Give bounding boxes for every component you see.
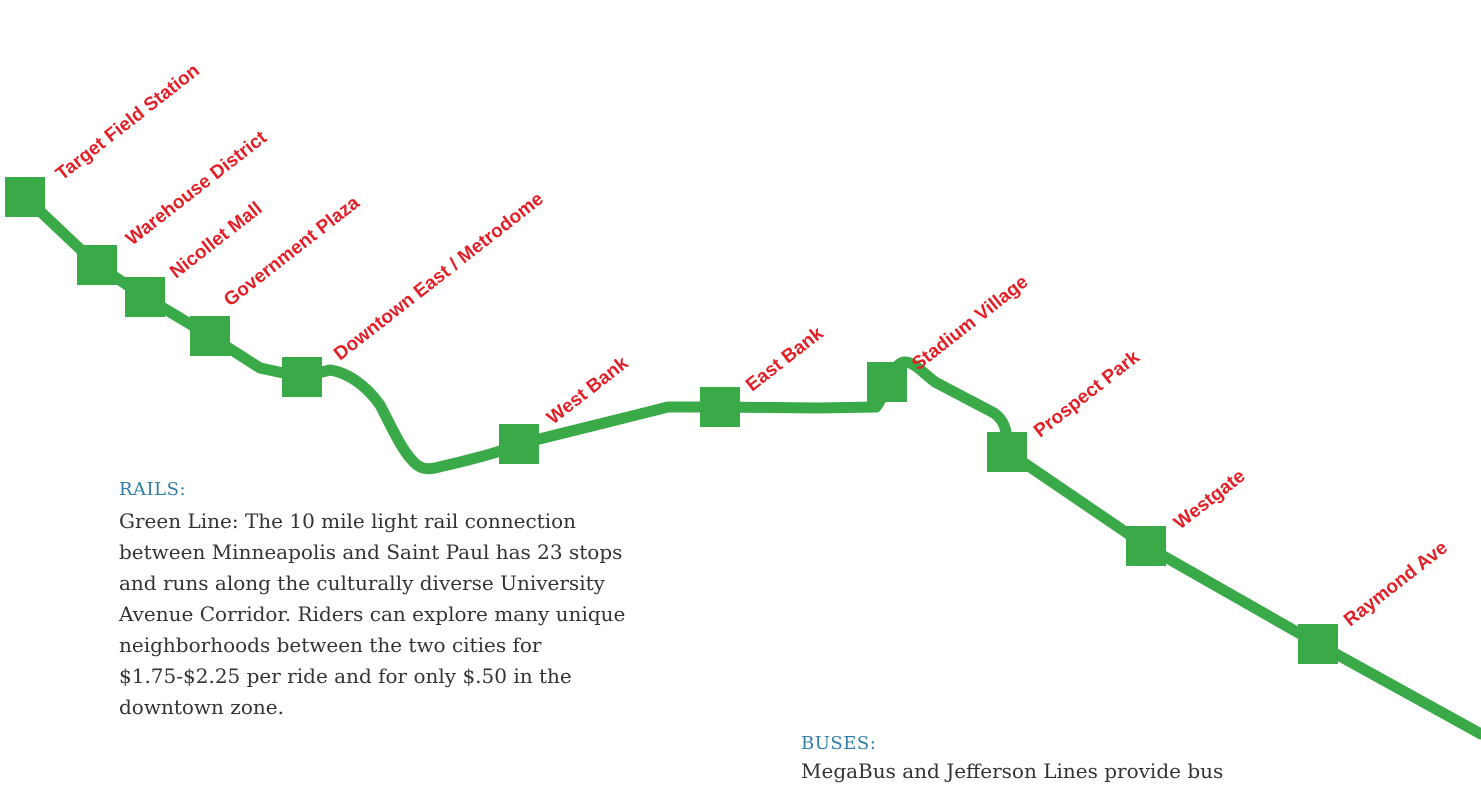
station-label-warehouse-district: Warehouse District — [122, 127, 271, 250]
station-marker-west-bank — [499, 424, 539, 464]
rails-heading: RAILS: — [119, 479, 187, 500]
station-marker-downtown-east-metrodome — [282, 357, 322, 397]
station-marker-stadium-village — [867, 362, 907, 402]
station-marker-westgate — [1126, 526, 1166, 566]
station-label-westgate: Westgate — [1170, 466, 1249, 534]
station-marker-raymond-ave — [1298, 624, 1338, 664]
station-label-stadium-village: Stadium Village — [908, 271, 1032, 374]
station-label-east-bank: East Bank — [742, 323, 828, 396]
buses-description: MegaBus and Jefferson Lines provide bus — [801, 759, 1224, 783]
station-label-target-field-station: Target Field Station — [52, 60, 204, 185]
rails-description: Green Line: The 10 mile light rail conne… — [119, 509, 626, 719]
station-label-raymond-ave: Raymond Ave — [1340, 537, 1452, 631]
station-marker-nicollet-mall — [125, 277, 165, 317]
station-label-prospect-park: Prospect Park — [1030, 346, 1144, 441]
station-marker-east-bank — [700, 387, 740, 427]
station-label-downtown-east-metrodome: Downtown East / Metrodome — [330, 189, 548, 365]
buses-heading: BUSES: — [801, 733, 877, 754]
station-marker-warehouse-district — [77, 245, 117, 285]
station-marker-government-plaza — [190, 316, 230, 356]
station-marker-target-field-station — [5, 177, 45, 217]
station-marker-prospect-park — [987, 432, 1027, 472]
